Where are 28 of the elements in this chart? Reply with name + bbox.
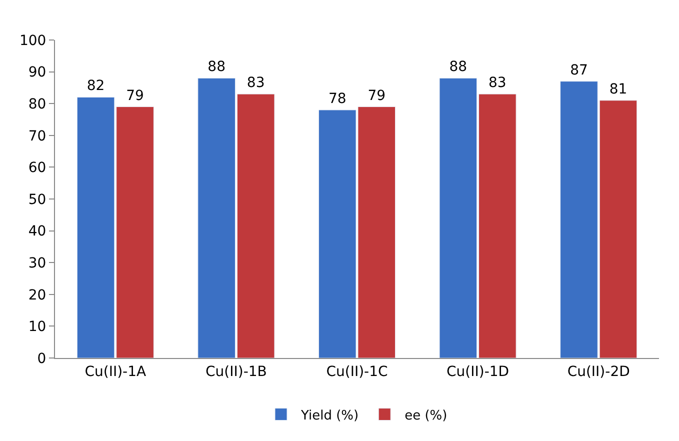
y-tick-label: 40	[28, 224, 46, 240]
x-tick-label: Cu(II)-1D	[446, 364, 510, 380]
y-tick-label: 60	[28, 160, 46, 176]
data-label: 88	[208, 59, 226, 76]
data-label: 81	[609, 81, 628, 98]
legend-label: ee (%)	[404, 408, 448, 424]
y-tick-label: 50	[28, 192, 46, 208]
data-label: 79	[126, 88, 144, 104]
data-label: 88	[449, 59, 468, 76]
y-tick-label: 30	[28, 256, 46, 272]
legend-label: Yield (%)	[300, 408, 359, 424]
x-tick-label: Cu(II)-2D	[567, 364, 630, 380]
y-tick-label: 0	[37, 350, 46, 367]
x-tick-label: Cu(II)-1C	[326, 364, 388, 380]
y-tick-label: 10	[28, 319, 46, 336]
data-label: 87	[570, 62, 588, 78]
data-label: 79	[368, 88, 386, 104]
y-tick-label: 20	[28, 287, 46, 304]
x-tick-label: Cu(II)-1A	[84, 364, 146, 380]
y-tick-label: 70	[28, 128, 46, 144]
x-tick-label: Cu(II)-1B	[205, 364, 267, 380]
y-tick-label: 80	[28, 96, 46, 112]
data-label: 83	[246, 75, 265, 92]
data-label: 78	[328, 90, 346, 107]
data-label: 82	[86, 78, 105, 94]
data-label: 83	[488, 75, 506, 92]
y-tick-label: 90	[28, 64, 46, 81]
y-tick-label: 100	[19, 32, 46, 49]
